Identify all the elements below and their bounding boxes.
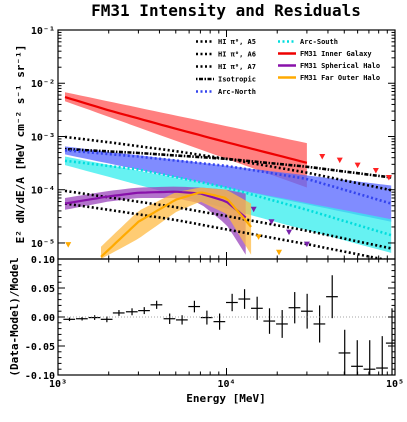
legend-entry-7: FM31 Spherical Halo <box>278 62 380 70</box>
series-line-4 <box>64 149 392 205</box>
legend-label: HI π⁰, A5 <box>218 38 256 46</box>
marker-1-0 <box>250 206 257 213</box>
y-tick-label: 10⁻² <box>31 79 55 90</box>
legend-entry-6: FM31 Inner Galaxy <box>278 50 372 58</box>
residual-points <box>63 275 395 375</box>
x-axis-label: Energy [MeV] <box>186 392 265 405</box>
legend-entry-3: Isotropic <box>196 76 256 84</box>
residual-point-11 <box>200 310 213 325</box>
legend-label: HI π⁰, A6 <box>218 51 256 59</box>
series-line-7 <box>64 190 247 219</box>
marker-0-0 <box>319 154 326 160</box>
series-line-3 <box>64 147 392 179</box>
model-curves <box>64 96 392 259</box>
residual-point-17 <box>276 310 288 338</box>
legend-label: FM31 Far Outer Halo <box>300 74 380 82</box>
band-1 <box>65 146 392 222</box>
uncertainty-bands <box>65 92 392 259</box>
legend-label: FM31 Spherical Halo <box>300 62 380 70</box>
marker-1-2 <box>286 229 293 236</box>
series-line-2 <box>64 202 389 259</box>
residual-point-14 <box>238 289 251 309</box>
residual-y-tick-label: 0.10 <box>31 255 55 266</box>
residual-y-tick-label: 0.05 <box>31 284 55 295</box>
residual-point-6 <box>138 307 150 315</box>
residual-point-23 <box>351 340 363 375</box>
chart-title: FM31 Intensity and Residuals <box>91 1 361 20</box>
x-tick-label: 10⁴ <box>217 379 235 390</box>
marker-0-3 <box>372 167 379 174</box>
residual-point-4 <box>112 310 125 316</box>
residual-point-19 <box>301 293 313 329</box>
residual-point-1 <box>75 317 88 321</box>
legend-entry-0: HI π⁰, A5 <box>196 38 256 46</box>
residual-y-tick-label: -0.10 <box>25 371 55 382</box>
residual-point-0 <box>63 317 76 322</box>
residual-point-21 <box>326 275 338 319</box>
x-tick-label: 10⁵ <box>386 379 404 390</box>
residual-point-22 <box>338 329 351 375</box>
series-line-0 <box>64 135 392 192</box>
residual-point-8 <box>163 313 176 324</box>
residual-point-13 <box>226 293 238 312</box>
residual-point-25 <box>376 336 388 375</box>
residual-point-2 <box>88 315 101 320</box>
upper-ticks: 10⁻¹ 10⁻² 10⁻³ 10⁻⁴ 10⁻⁵ <box>31 26 396 259</box>
legend-entry-8: FM31 Far Outer Halo <box>278 74 380 82</box>
residual-point-26 <box>385 308 395 375</box>
marker-2-1 <box>255 234 262 240</box>
series-line-1 <box>64 189 392 250</box>
band-4 <box>101 187 252 259</box>
residual-point-9 <box>175 315 188 325</box>
band-3 <box>65 186 246 255</box>
y-tick-label: 10⁻³ <box>31 132 55 143</box>
y-tick-label: 10⁻⁴ <box>31 186 55 197</box>
marker-1-1 <box>268 219 275 225</box>
legend-label: FM31 Inner Galaxy <box>300 50 372 58</box>
residual-point-18 <box>288 292 301 324</box>
marker-2-0 <box>65 242 72 248</box>
residual-point-24 <box>363 340 376 375</box>
lower-y-axis-label: (Data-Model)/Model <box>8 257 21 376</box>
marker-0-4 <box>385 174 392 181</box>
residual-point-20 <box>313 305 326 343</box>
legend-label: Arc-North <box>218 88 256 96</box>
residual-y-tick-label: 0.00 <box>31 313 55 324</box>
series-line-8 <box>100 191 252 258</box>
series-line-6 <box>64 96 308 164</box>
legend-entry-1: HI π⁰, A6 <box>196 51 256 59</box>
x-tick-label: 10³ <box>49 379 67 390</box>
residual-y-tick-label: -0.05 <box>25 342 55 353</box>
y-tick-label: 10⁻¹ <box>31 26 55 37</box>
residual-point-15 <box>251 296 263 320</box>
legend-entry-2: HI π⁰, A7 <box>196 63 256 71</box>
marker-2-2 <box>276 249 283 256</box>
legend-label: Arc-South <box>300 38 338 46</box>
y-tick-label: 10⁻⁵ <box>31 239 55 250</box>
residual-point-7 <box>150 300 163 309</box>
upper-y-axis-label: E² dN/dE/A [MeV cm⁻² s⁻¹ sr⁻¹] <box>14 45 27 244</box>
residual-point-5 <box>125 308 138 316</box>
residual-point-12 <box>213 313 226 330</box>
marker-0-1 <box>336 157 343 164</box>
marker-0-2 <box>354 162 361 169</box>
upper-limit-markers <box>65 154 392 256</box>
legend-label: HI π⁰, A7 <box>218 63 256 71</box>
legend-entry-4: Arc-North <box>196 88 256 96</box>
marker-1-3 <box>303 241 310 248</box>
residual-point-10 <box>188 300 201 313</box>
series-line-5 <box>64 159 392 237</box>
residual-point-16 <box>263 308 276 334</box>
legend: HI π⁰, A5 HI π⁰, A6 HI π⁰, A7 Isotropic Arc-… <box>196 38 380 96</box>
legend-label: Isotropic <box>218 76 256 84</box>
legend-entry-5: Arc-South <box>278 38 338 46</box>
